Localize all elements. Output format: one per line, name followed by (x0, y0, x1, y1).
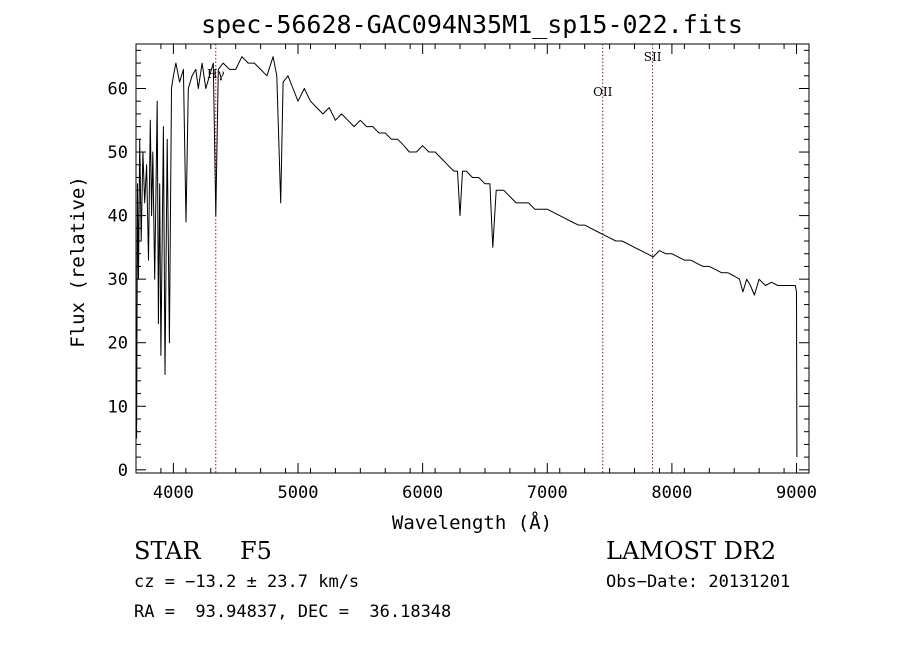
line-marker-label-1: OII (593, 85, 613, 99)
y-tick-label-2: 20 (108, 334, 128, 354)
observation-date: Obs−Date: 20131201 (606, 572, 791, 592)
y-tick-label-6: 60 (108, 79, 128, 99)
plot-frame (135, 43, 810, 474)
line-marker-label-2: SII (644, 50, 662, 64)
x-tick-label-2: 6000 (402, 483, 443, 503)
redshift-text: cz = −13.2 ± 23.7 km/s (134, 572, 360, 592)
y-tick-label-0: 0 (118, 461, 128, 481)
x-tick-label-4: 8000 (651, 483, 692, 503)
coordinates-text: RA = 93.94837, DEC = 36.18348 (134, 602, 452, 622)
x-tick-label-1: 5000 (278, 483, 319, 503)
y-tick-label-4: 40 (108, 207, 128, 227)
spectrum-series (135, 56, 798, 458)
chart-title: spec-56628-GAC094N35M1_sp15-022.fits (201, 10, 743, 39)
y-tick-label-3: 30 (108, 270, 128, 290)
spectrum-line-0 (135, 56, 798, 458)
object-class: STAR (134, 537, 201, 565)
survey-name: LAMOST DR2 (606, 537, 777, 565)
axes: 4000 5000 6000 7000 8000 9000 0 10 20 30 40 50 60 (108, 43, 817, 503)
y-tick-label-1: 10 (108, 397, 128, 417)
object-subclass: F5 (240, 537, 272, 565)
x-tick-label-3: 7000 (527, 483, 568, 503)
x-axis-label: Wavelength (Å) (392, 511, 552, 534)
y-tick-label-5: 50 (108, 143, 128, 163)
x-tick-label-5: 9000 (776, 483, 817, 503)
x-tick-label-0: 4000 (153, 483, 194, 503)
y-axis-label: Flux (relative) (67, 176, 89, 348)
